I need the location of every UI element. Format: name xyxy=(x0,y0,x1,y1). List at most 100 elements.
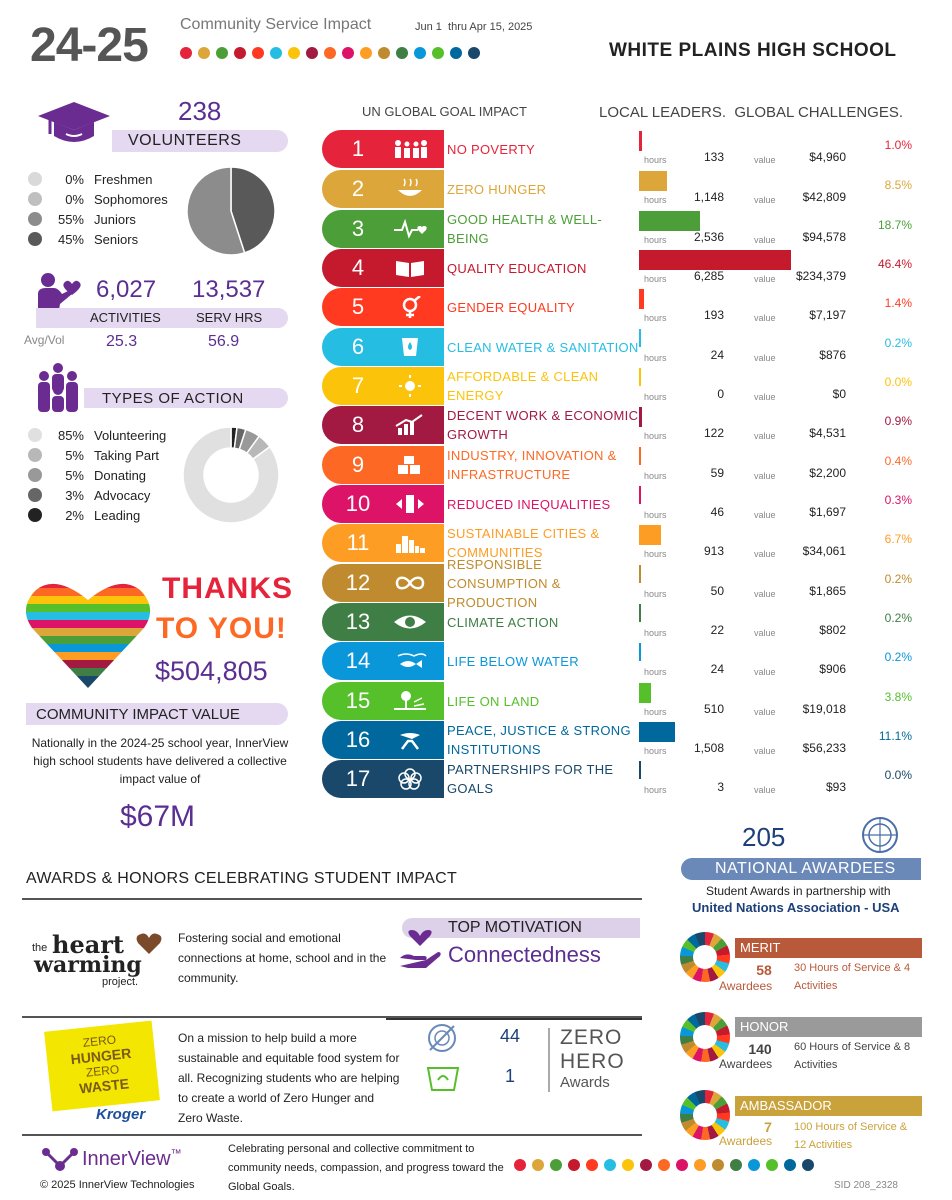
sdg-name: SUSTAINABLE CITIES & COMMUNITIES xyxy=(447,526,600,560)
hours-caption: hours xyxy=(644,235,667,245)
sdg-row-3: 3 GOOD HEALTH & WELL-BEING hours 2,536 v… xyxy=(322,210,922,248)
merit-count: 58 xyxy=(756,962,772,978)
volunteer-legend-swatch xyxy=(28,212,42,226)
sdg-dot-10 xyxy=(676,1159,688,1171)
sdg-row-15: 15 LIFE ON LAND hours 510 value $19,018 … xyxy=(322,682,922,720)
ambassador-band: AMBASSADOR xyxy=(735,1096,922,1116)
sdg-number: 16 xyxy=(345,727,371,752)
sdg-badge: 14 xyxy=(322,642,444,680)
sdg-badge: 15 xyxy=(322,682,444,720)
sdg-value: $42,809 xyxy=(802,190,846,204)
zero-hunger-description: On a mission to help build a more sustai… xyxy=(178,1031,400,1125)
sdg-number: 4 xyxy=(351,255,365,280)
sdg-hours: 122 xyxy=(703,426,724,440)
sdg-4-icon xyxy=(396,261,424,277)
sdg-row-2: 2 ZERO HUNGER hours 1,148 value $42,809 … xyxy=(322,170,922,208)
sdg-badge: 5 xyxy=(322,288,444,326)
merit-label: MERIT xyxy=(740,940,781,955)
sdg-row-14: 14 LIFE BELOW WATER hours 24 value $906 … xyxy=(322,642,922,680)
school-name: WHITE PLAINS HIGH SCHOOL xyxy=(609,40,897,61)
sdg-badge: 16 xyxy=(322,721,444,759)
action-legend-pct: 5% xyxy=(65,468,84,483)
sdg-name: INDUSTRY, INNOVATION & INFRASTRUCTURE xyxy=(447,448,617,482)
hours-caption: hours xyxy=(644,155,667,165)
sdg-row-7: 7 AFFORDABLE & CLEAN ENERGY hours 0 valu… xyxy=(322,367,922,405)
action-legend-item: 3% Advocacy xyxy=(28,486,166,506)
action-legend-swatch xyxy=(28,488,42,502)
value-caption: value xyxy=(754,274,776,284)
sdg-name: GOOD HEALTH & WELL-BEING xyxy=(447,212,602,246)
sdg-name: ZERO HUNGER xyxy=(447,181,547,197)
sdg-badge: 1 xyxy=(322,130,444,168)
sdg-number: 12 xyxy=(345,570,371,595)
sdg-17-icon xyxy=(398,768,422,790)
hours-caption: hours xyxy=(644,628,667,638)
community-impact-label: COMMUNITY IMPACT VALUE xyxy=(36,706,240,723)
kroger-logo: Kroger xyxy=(96,1106,146,1123)
sdg-percent: 46.4% xyxy=(877,257,912,271)
sdg-dot-13 xyxy=(730,1159,742,1171)
innerview-brand-name: InnerView xyxy=(82,1148,171,1170)
heartwarming-logo-heart: heart xyxy=(52,930,124,959)
volunteers-label-band xyxy=(112,130,288,152)
sdg-hours: 1,148 xyxy=(693,190,724,204)
sdg-value: $34,061 xyxy=(802,544,846,558)
sdg-name: CLIMATE ACTION xyxy=(447,614,559,630)
value-caption: value xyxy=(754,431,776,441)
action-legend-swatch xyxy=(28,448,42,462)
sdg-dot-4 xyxy=(568,1159,580,1171)
value-caption: value xyxy=(754,549,776,559)
sdg-hours-bar xyxy=(639,368,641,386)
top-motivation-label: TOP MOTIVATION xyxy=(448,919,582,936)
sdg-dot-1 xyxy=(180,47,192,59)
value-caption: value xyxy=(754,392,776,402)
awards-divider xyxy=(22,898,642,900)
sdg-hours: 59 xyxy=(710,466,724,480)
honor-count: 140 xyxy=(748,1041,772,1057)
sdg-percent: 0.3% xyxy=(884,493,912,507)
sdg-row-16: 16 PEACE, JUSTICE & STRONG INSTITUTIONS … xyxy=(322,721,922,759)
action-legend-swatch xyxy=(28,428,42,442)
sdg-number: 7 xyxy=(351,373,365,398)
volunteer-legend-pct: 0% xyxy=(65,172,84,187)
volunteer-legend-swatch xyxy=(28,192,42,206)
awards-heading: AWARDS & HONORS CELEBRATING STUDENT IMPA… xyxy=(26,870,458,887)
sdg-hours-bar xyxy=(639,447,641,465)
sdg-percent: 0.0% xyxy=(884,768,912,782)
national-impact-value: $67M xyxy=(120,800,196,833)
action-legend-label: Donating xyxy=(94,468,147,483)
sdg-hours-bar xyxy=(639,171,667,191)
sdg-name: DECENT WORK & ECONOMIC GROWTH xyxy=(447,408,639,442)
sdg-name: PARTNERSHIPS FOR THE GOALS xyxy=(447,762,614,796)
sdg-hours-bar xyxy=(639,211,701,231)
sdg-2-icon xyxy=(398,178,422,196)
plate-utensils-icon xyxy=(424,1022,460,1059)
merit-band: MERIT xyxy=(735,938,922,958)
sdg-name: CLEAN WATER & SANITATION xyxy=(447,339,639,355)
sdg-value: $234,379 xyxy=(795,269,846,283)
hours-caption: hours xyxy=(644,785,667,795)
action-legend-pct: 85% xyxy=(57,428,84,443)
sdg-dot-1 xyxy=(514,1159,526,1171)
sdg-percent: 18.7% xyxy=(877,218,912,232)
sdg-11-icon xyxy=(396,536,425,553)
sdg-dot-5 xyxy=(586,1159,598,1171)
sdg-name: NO POVERTY xyxy=(447,141,536,157)
action-legend-label: Leading xyxy=(94,508,141,523)
sdg-hours: 50 xyxy=(710,584,724,598)
sdg-7-icon xyxy=(399,375,421,397)
sdg-hours-bar xyxy=(639,565,641,583)
action-legend-pct: 2% xyxy=(65,508,84,523)
sdg-dot-15 xyxy=(766,1159,778,1171)
zero-hero-line2: HERO xyxy=(560,1050,625,1073)
value-caption: value xyxy=(754,155,776,165)
sdg-13-icon xyxy=(394,615,426,629)
innerview-trademark: ™ xyxy=(170,1148,182,1160)
value-caption: value xyxy=(754,589,776,599)
sdg-14-icon xyxy=(397,653,427,668)
sdg-hours-bar xyxy=(639,525,662,545)
sdg-number: 14 xyxy=(345,648,371,673)
sdg-hours-bar xyxy=(639,329,641,347)
honor-label: HONOR xyxy=(740,1019,789,1034)
sdg-9-icon xyxy=(398,456,420,474)
